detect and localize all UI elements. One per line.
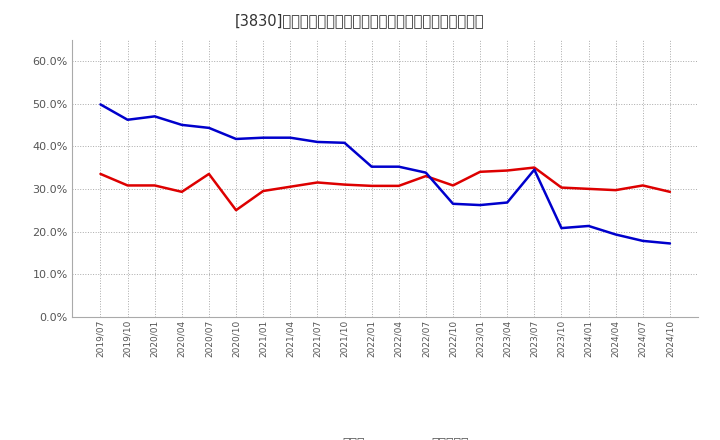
現預金	[341, 182, 349, 187]
有利子負債	[530, 167, 539, 172]
現預金	[584, 186, 593, 191]
有利子負債	[259, 135, 268, 140]
現預金	[259, 188, 268, 194]
現預金	[421, 173, 430, 179]
有利子負債	[449, 201, 457, 206]
有利子負債	[204, 125, 213, 131]
有利子負債	[313, 139, 322, 145]
現預金	[530, 165, 539, 170]
現預金	[557, 185, 566, 190]
現預金	[178, 189, 186, 194]
有利子負債	[421, 170, 430, 175]
現預金	[367, 183, 376, 188]
有利子負債	[232, 136, 240, 142]
Text: [3830]　現預金、有利子負債の総資産に対する比率の推移: [3830] 現預金、有利子負債の総資産に対する比率の推移	[235, 13, 485, 28]
現預金	[503, 168, 511, 173]
有利子負債	[286, 135, 294, 140]
Line: 現預金: 現預金	[101, 168, 670, 210]
有利子負債	[639, 238, 647, 243]
現預金	[313, 180, 322, 185]
現預金	[639, 183, 647, 188]
現預金	[449, 183, 457, 188]
有利子負債	[611, 232, 620, 237]
有利子負債	[367, 164, 376, 169]
有利子負債	[96, 102, 105, 107]
現預金	[150, 183, 159, 188]
有利子負債	[503, 200, 511, 205]
Line: 有利子負債: 有利子負債	[101, 104, 670, 243]
有利子負債	[665, 241, 674, 246]
有利子負債	[123, 117, 132, 122]
現預金	[665, 189, 674, 194]
有利子負債	[476, 202, 485, 208]
有利子負債	[584, 224, 593, 229]
有利子負債	[557, 225, 566, 231]
現預金	[395, 183, 403, 188]
Legend: 現預金, 有利子負債: 現預金, 有利子負債	[297, 432, 474, 440]
現預金	[204, 171, 213, 176]
現預金	[96, 171, 105, 176]
有利子負債	[150, 114, 159, 119]
現預金	[232, 208, 240, 213]
現預金	[476, 169, 485, 174]
有利子負債	[395, 164, 403, 169]
有利子負債	[341, 140, 349, 146]
現預金	[123, 183, 132, 188]
現預金	[286, 184, 294, 189]
現預金	[611, 187, 620, 193]
有利子負債	[178, 122, 186, 128]
